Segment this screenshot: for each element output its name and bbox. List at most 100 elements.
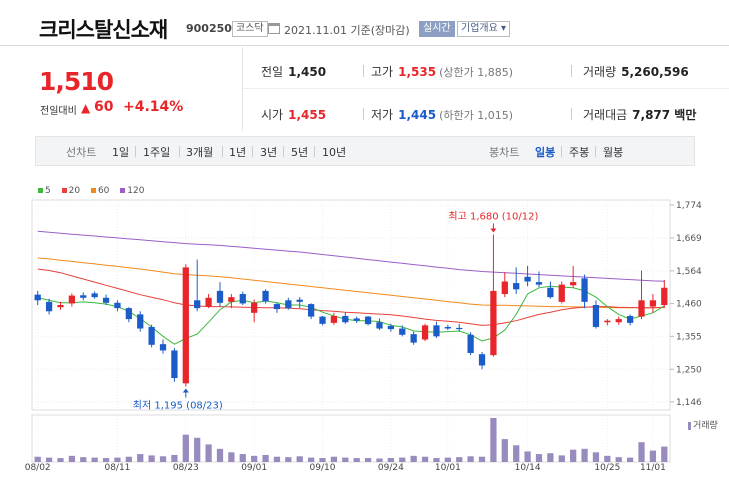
- divider: [561, 146, 562, 157]
- ma-line-20: [37, 268, 665, 326]
- volume-legend: 거래량: [688, 418, 718, 431]
- candle-body: [216, 290, 224, 303]
- stat-low: 저가 1,445 (하한가 1,015): [371, 106, 513, 123]
- legend-label: 120: [127, 186, 145, 196]
- tab-period-1d[interactable]: 1일: [112, 146, 130, 159]
- x-tick-label: 09/10: [310, 463, 336, 473]
- up-arrow-icon: ▲: [81, 101, 91, 115]
- volume-bar: [148, 455, 155, 462]
- candle-body: [444, 326, 451, 329]
- volume-bar: [45, 457, 53, 462]
- divider: [314, 146, 315, 157]
- divider: [571, 65, 572, 77]
- candle-body: [535, 282, 543, 285]
- volume-bar: [535, 454, 543, 462]
- legend-item-ma120: 120: [120, 186, 144, 196]
- tab-candle-weekly[interactable]: 주봉: [569, 146, 590, 159]
- y-tick-label: 1,564: [676, 267, 702, 277]
- market-badge: 코스닥: [232, 21, 268, 37]
- stat-high: 고가 1,535 (상한가 1,885): [371, 63, 513, 80]
- tab-period-1y[interactable]: 1년: [229, 146, 247, 159]
- stock-header: 크리스탈신소재 900250 코스닥 2021.11.01 기준(장마감) 실시…: [0, 0, 729, 46]
- volume-bar: [137, 454, 144, 462]
- y-tick-label: 1,146: [676, 398, 702, 408]
- stat-value: 1,450: [288, 65, 327, 79]
- volume-bar: [478, 456, 486, 462]
- volume-bar: [410, 455, 417, 462]
- x-tick-label: 08/11: [104, 463, 130, 473]
- volume-bar: [296, 456, 303, 462]
- stat-value: 7,877 백만: [632, 108, 697, 122]
- volume-bar: [467, 456, 474, 462]
- volume-bar: [558, 455, 565, 462]
- candle-body: [501, 281, 508, 295]
- candle-body: [581, 278, 588, 302]
- volume-bar: [34, 456, 41, 462]
- volume-bar: [604, 455, 611, 462]
- legend-item-ma5: 5: [38, 186, 51, 196]
- stat-value: 5,260,596: [621, 65, 689, 79]
- tab-period-5y[interactable]: 5년: [291, 146, 309, 159]
- ma-line-120: [37, 230, 665, 282]
- candle-body: [513, 283, 520, 290]
- tab-period-10y[interactable]: 10년: [322, 146, 347, 159]
- x-tick-label: 09/24: [378, 463, 404, 473]
- volume-bar: [319, 458, 326, 462]
- divider: [283, 146, 284, 157]
- realtime-button[interactable]: 실시간: [419, 21, 455, 37]
- tab-period-3m[interactable]: 3개월: [186, 146, 214, 159]
- company-overview-button[interactable]: 기업개요 ▾: [457, 21, 510, 37]
- volume-bar: [513, 445, 520, 462]
- ma-legend: 5 20 60 120: [38, 186, 152, 196]
- candle-body: [205, 297, 212, 307]
- volume-bar: [114, 457, 121, 462]
- candle-body: [604, 320, 611, 323]
- stat-label: 거래대금: [583, 108, 628, 122]
- volume-bar: [638, 442, 645, 462]
- divider: [252, 146, 253, 157]
- x-tick-label: 10/01: [435, 463, 461, 473]
- y-tick-label: 1,250: [676, 365, 702, 375]
- candle-body: [296, 299, 303, 302]
- change-label: 전일대비: [40, 106, 77, 117]
- high-annotation: 최고 1,680 (10/12): [448, 210, 538, 222]
- candle-body: [194, 300, 201, 309]
- plot-frame: [31, 199, 671, 411]
- volume-bar: [171, 454, 178, 462]
- stat-value: 1,455: [288, 108, 327, 122]
- candle-chart-label: 봉차트: [489, 146, 520, 159]
- divider: [571, 108, 572, 120]
- candle-body: [467, 334, 474, 353]
- candle-body: [524, 276, 531, 282]
- stat-prev-close: 전일 1,450: [261, 63, 326, 80]
- volume-bar: [194, 437, 201, 462]
- volume-bar: [228, 452, 235, 462]
- candle-body: [285, 300, 292, 309]
- candle-body: [478, 354, 486, 366]
- candle-body: [91, 293, 98, 298]
- low-arrow-head: [182, 388, 189, 393]
- legend-label: 20: [68, 186, 81, 196]
- volume-bar: [342, 457, 349, 462]
- candle-body: [570, 282, 577, 286]
- volume-bar: [285, 457, 292, 462]
- tab-period-3y[interactable]: 3년: [260, 146, 278, 159]
- tab-candle-monthly[interactable]: 월봉: [603, 146, 624, 159]
- line-chart-label: 선차트: [66, 146, 97, 159]
- candle-body: [433, 325, 440, 337]
- tab-candle-daily[interactable]: 일봉: [535, 146, 556, 159]
- volume-bar: [456, 457, 463, 462]
- candle-body: [68, 295, 76, 304]
- stock-code: 900250: [186, 22, 232, 35]
- stat-open: 시가 1,455: [261, 106, 326, 123]
- y-tick-label: 1,669: [676, 234, 702, 244]
- candle-body: [319, 316, 326, 324]
- date-text: 2021.11.01 기준(장마감): [284, 24, 410, 37]
- tab-period-1w[interactable]: 1주일: [143, 146, 171, 159]
- volume-bar: [216, 448, 224, 462]
- stat-label: 거래량: [583, 65, 617, 79]
- legend-swatch: [120, 187, 126, 193]
- current-price: 1,510: [39, 67, 114, 96]
- candle-body: [456, 327, 463, 330]
